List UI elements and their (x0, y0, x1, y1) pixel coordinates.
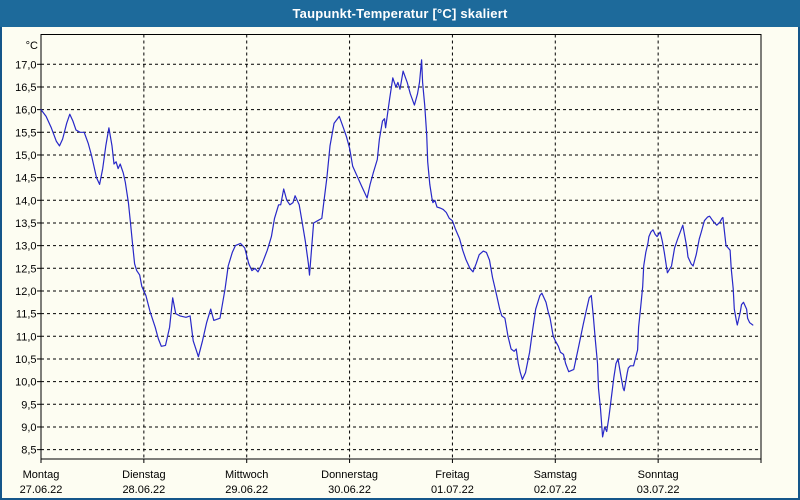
plot-frame (40, 34, 762, 460)
y-axis-unit-label: °C (26, 40, 38, 52)
title-bar: Taupunkt-Temperatur [°C] skaliert (0, 0, 800, 27)
y-tick-label: 15,5 (15, 127, 36, 139)
x-day-label: Dienstag (122, 469, 165, 481)
y-tick-label: 11,5 (16, 309, 37, 321)
x-date-label: 28.06.22 (122, 484, 165, 496)
x-date-label: 02.07.22 (534, 484, 577, 496)
y-tick-label: 15,0 (15, 150, 36, 162)
x-day-label: Freitag (435, 469, 469, 481)
x-day-label: Samstag (534, 469, 577, 481)
x-date-label: 01.07.22 (431, 484, 474, 496)
temperature-line (40, 59, 754, 438)
y-tick-label: 10,5 (15, 354, 36, 366)
x-date-label: 03.07.22 (637, 484, 680, 496)
y-tick-label: 8,5 (21, 445, 36, 457)
y-tick-label: 13,5 (15, 218, 36, 230)
y-tick-label: 12,5 (15, 263, 36, 275)
x-date-label: 30.06.22 (328, 484, 371, 496)
y-tick-label: 9,5 (21, 399, 36, 411)
chart-title: Taupunkt-Temperatur [°C] skaliert (292, 6, 508, 21)
y-tick-label: 16,5 (15, 82, 36, 94)
dewpoint-line-chart: 17,0 16,5 16,0 15,5 15,0 14,5 14,0 13,5 13,0 12,5… (15, 34, 762, 496)
y-tick-label: 16,0 (15, 105, 36, 117)
y-tick-label: 10,0 (15, 377, 36, 389)
x-date-label: 29.06.22 (225, 484, 268, 496)
y-tick-label: 14,0 (15, 195, 36, 207)
x-day-label: Montag (23, 469, 60, 481)
x-day-label: Sonntag (638, 469, 679, 481)
x-day-label: Donnerstag (321, 469, 378, 481)
x-date-label: 27.06.22 (20, 484, 63, 496)
x-day-label: Mittwoch (225, 469, 268, 481)
y-tick-label: 11,0 (16, 331, 37, 343)
y-tick-label: 17,0 (15, 59, 36, 71)
y-tick-label: 13,0 (15, 241, 36, 253)
y-tick-label: 14,5 (15, 173, 36, 185)
y-tick-label: 9,0 (21, 422, 36, 434)
y-tick-label: 12,0 (15, 286, 36, 298)
